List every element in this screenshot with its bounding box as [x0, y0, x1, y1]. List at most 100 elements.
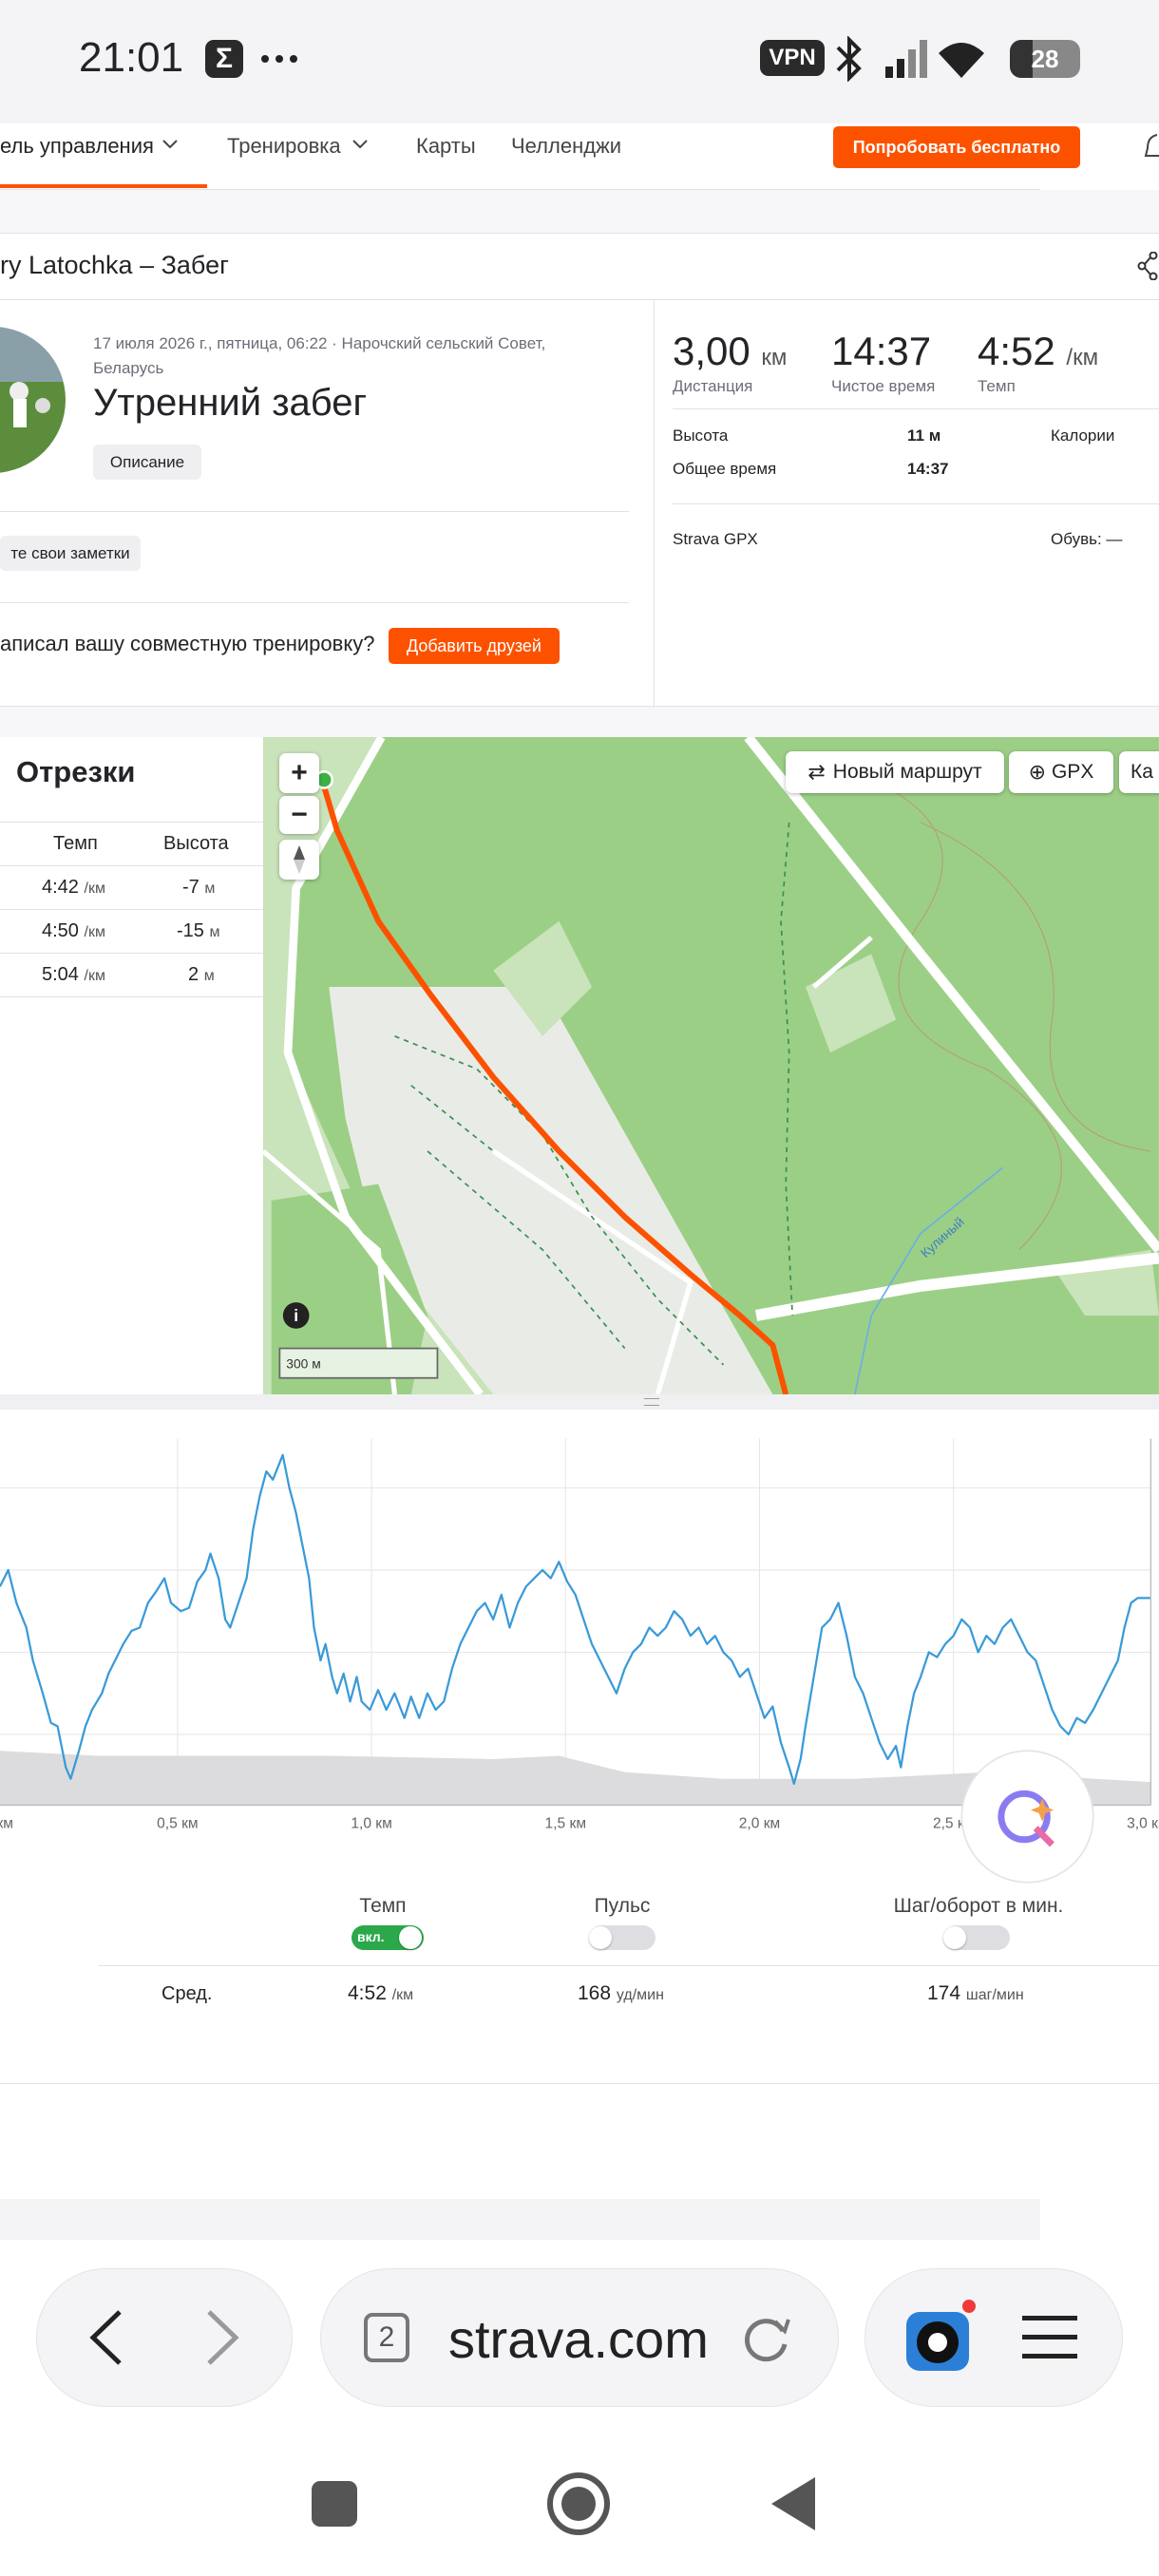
- resize-bar[interactable]: [0, 1394, 1159, 1410]
- segment-elev: -7 м: [182, 877, 215, 899]
- activity-date: 17 июля 2026 г., пятница, 06:22 · Нарочс…: [93, 334, 546, 377]
- cta-button[interactable]: Попробовать бесплатно: [833, 126, 1080, 168]
- stat-label: Калории: [1051, 426, 1115, 445]
- stat-value: 3,00 км: [673, 329, 787, 374]
- home-dot: [561, 2487, 596, 2521]
- x-tick-label: 1,0 км: [351, 1816, 391, 1832]
- elevation-area: [0, 1751, 1151, 1806]
- trail: [780, 822, 793, 1316]
- road: [744, 737, 1159, 1254]
- column-header: Темп: [53, 833, 98, 854]
- toggle-label: Шаг/оборот в мин.: [893, 1895, 1064, 1917]
- divider: [673, 408, 1159, 409]
- battery-text: 28: [1031, 45, 1059, 73]
- clock: 21:01: [79, 34, 184, 81]
- map[interactable]: Кулиный i 300 м: [263, 737, 1159, 1394]
- segment-pace: 4:42 /км: [42, 877, 105, 899]
- x-tick-label: км: [0, 1816, 13, 1832]
- unit: м: [204, 881, 216, 897]
- resize-handle: [644, 1398, 659, 1406]
- stat-value: 14:37: [831, 329, 932, 373]
- back-button[interactable]: [771, 2477, 815, 2530]
- stat-label: Высота: [673, 426, 729, 445]
- description-button[interactable]: Описание: [93, 445, 201, 480]
- info-glyph: i: [294, 1306, 298, 1325]
- add-friends-button[interactable]: Добавить друзей: [389, 628, 560, 664]
- device: Strava GPX: [673, 530, 758, 548]
- tab-count[interactable]: 2: [364, 2313, 409, 2362]
- scale-bar: [278, 1347, 439, 1379]
- nav-item[interactable]: Карты: [416, 134, 476, 158]
- toggle-off[interactable]: [943, 1925, 1010, 1950]
- nav-pill: [36, 2268, 293, 2407]
- nav-item[interactable]: Тренировка: [227, 134, 341, 158]
- stat-label: Дистанция: [673, 377, 753, 395]
- x-tick-label: 0,5 км: [157, 1816, 198, 1832]
- toggle-knob: [399, 1926, 422, 1949]
- system-nav: [312, 2472, 815, 2535]
- reload[interactable]: [741, 2314, 792, 2365]
- value: 5:04: [42, 964, 79, 985]
- back-forward[interactable]: [86, 2308, 247, 2367]
- nav-item[interactable]: Челленджи: [511, 134, 622, 158]
- icon: ⇄: [808, 760, 826, 784]
- unit: /км: [84, 968, 105, 984]
- home-button[interactable]: [547, 2472, 610, 2535]
- gpx-button[interactable]: ⊕ GPX: [1009, 751, 1113, 793]
- divider: [0, 233, 1159, 234]
- stat-label: Общее время: [673, 460, 777, 478]
- zoom-in[interactable]: +: [279, 753, 319, 793]
- unit: м: [203, 968, 215, 984]
- nav-item[interactable]: ель управления: [0, 134, 154, 158]
- divider: [0, 299, 1159, 300]
- value: 168: [578, 1982, 612, 2004]
- recents-button[interactable]: [312, 2481, 357, 2527]
- segment-elev: 2 м: [188, 964, 215, 986]
- bell[interactable]: [1144, 131, 1159, 163]
- new-route-button[interactable]: ⇄ Новый маршрут: [786, 751, 1004, 793]
- segment-pace: 4:50 /км: [42, 920, 105, 942]
- toggle-knob: [589, 1926, 612, 1949]
- scale-label: 300 м: [286, 1355, 320, 1371]
- more-button[interactable]: Ка: [1119, 751, 1159, 793]
- compass[interactable]: [279, 840, 319, 880]
- route: [321, 786, 789, 1394]
- value: -7: [182, 877, 200, 898]
- divider: [0, 822, 263, 823]
- status-icons: [836, 36, 984, 82]
- battery: 28: [1010, 40, 1080, 78]
- divider: [0, 865, 263, 866]
- segment-elev: -15 м: [177, 920, 219, 942]
- assistant-spark: [1031, 1798, 1054, 1822]
- toggle-on[interactable]: вкл.: [352, 1925, 424, 1950]
- notes-button[interactable]: те свои заметки: [0, 536, 141, 571]
- value: 4:52: [348, 1982, 387, 2004]
- share-icon[interactable]: [1136, 252, 1159, 280]
- divider: [0, 706, 1159, 707]
- info-icon[interactable]: [282, 1302, 310, 1329]
- toggle-knob: [943, 1926, 966, 1949]
- avg-label: Сред.: [162, 1983, 213, 2004]
- nav-chevrons: [162, 140, 368, 149]
- game-icon[interactable]: [902, 2299, 978, 2375]
- value: 174: [927, 1982, 961, 2004]
- stat-value: 14:37: [907, 460, 949, 478]
- label: Новый маршрут: [832, 761, 982, 783]
- icon: ⊕: [1028, 760, 1047, 784]
- toggle-off[interactable]: [589, 1925, 656, 1950]
- road: [283, 737, 484, 1394]
- x-tick-label: 3,0 км: [1127, 1816, 1159, 1832]
- menu-icon[interactable]: [1022, 2316, 1079, 2359]
- trail: [394, 1035, 725, 1366]
- unit: /км: [84, 881, 105, 897]
- divider: [99, 1965, 1159, 1966]
- zoom-out[interactable]: −: [279, 796, 319, 834]
- url[interactable]: strava.com: [448, 2309, 709, 2369]
- divider: [0, 2083, 1159, 2084]
- more-dots: [261, 55, 297, 63]
- assistant-fab[interactable]: [960, 1750, 1094, 1884]
- gap: [0, 707, 1159, 737]
- divider: [0, 996, 263, 997]
- unit: /км: [391, 1987, 414, 2003]
